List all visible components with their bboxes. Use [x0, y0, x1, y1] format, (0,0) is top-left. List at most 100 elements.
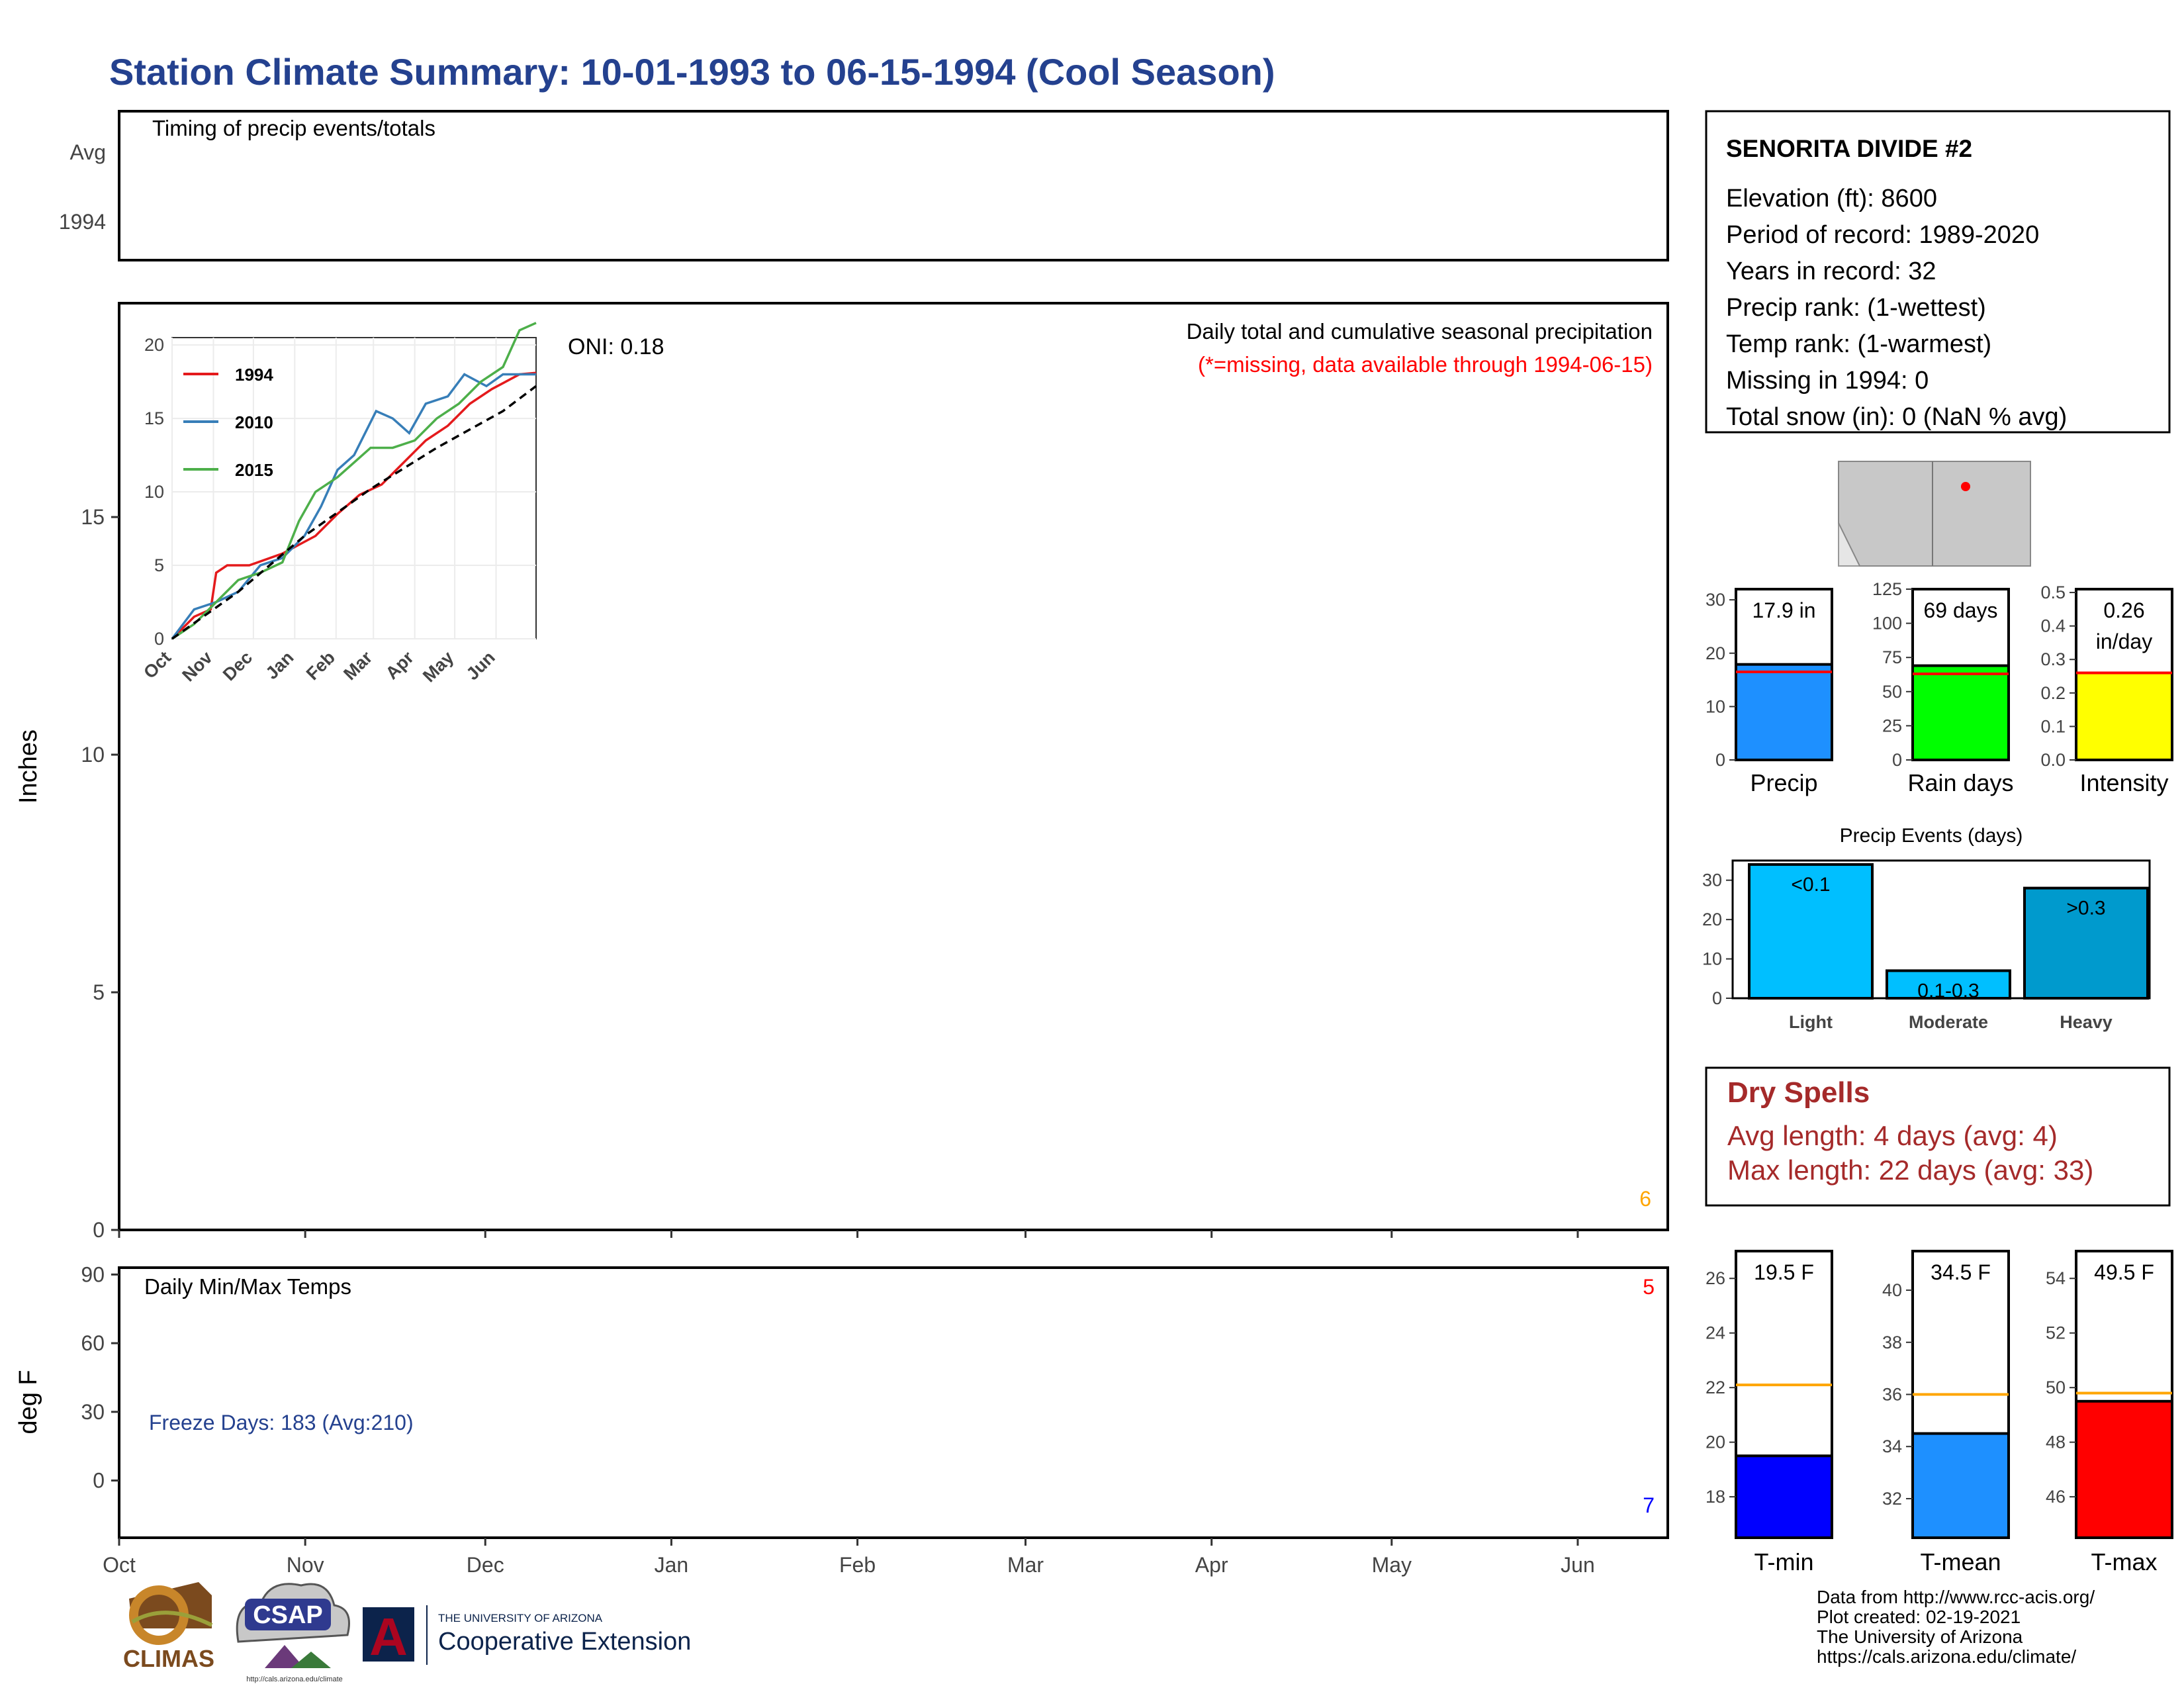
events-bar: [1886, 969, 2011, 1000]
temps-x-tick-label: Feb: [839, 1553, 876, 1577]
summary-value-label: 17.9 in: [1752, 598, 1815, 622]
footer-credits: Data from http://www.rcc-acis.org/Plot c…: [1817, 1587, 2095, 1667]
precip-title: Daily total and cumulative seasonal prec…: [1187, 319, 1653, 344]
events-category-label: Moderate: [1909, 1012, 1988, 1032]
summary-y-tick-label: 0.1: [2040, 716, 2066, 736]
temp-value-label: 19.5 F: [1754, 1260, 1814, 1284]
temp-panel-label: T-mean: [1920, 1548, 2001, 1575]
inset-legend-label: 1994: [235, 365, 273, 385]
events-category-label: Heavy: [2060, 1012, 2113, 1032]
temp-value-bar: [2075, 1399, 2173, 1540]
events-y-tick-label: 30: [1702, 870, 1722, 890]
temp-panel-label: T-max: [2091, 1548, 2157, 1575]
dry-spells-avg: Avg length: 4 days (avg: 4): [1727, 1120, 2058, 1151]
precip-chart: Daily total and cumulative seasonal prec…: [15, 302, 1669, 1242]
temp-y-tick-label: 18: [1706, 1487, 1725, 1507]
precip-events-chart: Precip Events (days) <0.1Light0.1-0.3Mod…: [1702, 825, 2151, 1032]
temps-x-tick-label: Jun: [1561, 1553, 1595, 1577]
temp-panel-label: T-min: [1754, 1548, 1814, 1575]
summary-y-tick-label: 30: [1706, 590, 1725, 610]
station-info-line: Elevation (ft): 8600: [1726, 185, 1937, 212]
temp-y-tick-label: 36: [1882, 1385, 1902, 1405]
summary-y-tick-label: 0.3: [2040, 649, 2066, 669]
temp-y-tick-label: 32: [1882, 1489, 1902, 1509]
inset-y-tick-label: 15: [144, 408, 164, 428]
summary-y-tick-label: 0: [1715, 750, 1725, 770]
summary-y-tick-label: 0.0: [2040, 750, 2066, 770]
csap-logo-url: http://cals.arizona.edu/climate: [246, 1675, 343, 1683]
temp-y-tick-label: 22: [1706, 1378, 1725, 1397]
events-category-label: Light: [1789, 1012, 1833, 1032]
csap-logo-text: CSAP: [253, 1601, 323, 1629]
temp-y-tick-label: 46: [2046, 1487, 2066, 1507]
precip-corner-count: 6: [1639, 1187, 1651, 1211]
inset-y-tick-label: 5: [154, 555, 164, 575]
timing-chart: 25%50%75%FirstLast25%50%75%FirstLast Tim…: [59, 110, 1669, 261]
summary-y-tick-label: 125: [1872, 579, 1902, 599]
temp-y-tick-label: 54: [2046, 1268, 2066, 1288]
footer-line: Plot created: 02-19-2021: [1817, 1607, 2021, 1627]
temps-x-tick-label: Nov: [287, 1553, 324, 1577]
events-y-tick-label: 20: [1702, 910, 1722, 929]
temp-y-tick-label: 48: [2046, 1432, 2066, 1452]
station-info-line: Total snow (in): 0 (NaN % avg): [1726, 403, 2067, 431]
summary-bars: 0 10 20 30 17.9 in Precip 0 25 50 75 100 125 69 days…: [1706, 579, 2173, 796]
summary-value-bar: [2075, 671, 2173, 761]
events-y-tick-label: 10: [1702, 949, 1722, 969]
temps-x-tick-label: Dec: [467, 1553, 504, 1577]
summary-panel-label: Precip: [1750, 769, 1817, 796]
inset-y-tick-label: 0: [154, 629, 164, 649]
summary-y-tick-label: 0: [1892, 750, 1902, 770]
precip-subtitle: (*=missing, data available through 1994-…: [1198, 352, 1653, 377]
summary-panel-label: Rain days: [1907, 769, 2013, 796]
inset-legend-label: 2015: [235, 460, 273, 480]
dry-spells-max: Max length: 22 days (avg: 33): [1727, 1154, 2093, 1186]
events-plot-frame: [1731, 859, 2151, 1000]
ua-logo-letter: A: [369, 1607, 408, 1666]
temps-y-tick-label: 60: [81, 1331, 105, 1355]
precip-y-label: Inches: [15, 729, 42, 804]
precip-y-tick-label: 10: [81, 743, 105, 767]
temp-y-tick-label: 20: [1706, 1432, 1725, 1452]
station-location-marker: [1961, 482, 1970, 491]
temp-y-tick-label: 24: [1706, 1323, 1725, 1343]
oni-label: ONI: 0.18: [568, 334, 664, 359]
temp-y-tick-label: 40: [1882, 1280, 1902, 1300]
inset-avg-line: [171, 385, 537, 640]
ua-logo-big-text: Cooperative Extension: [438, 1628, 691, 1656]
station-info-line: Missing in 1994: 0: [1726, 367, 1929, 395]
timing-title: Timing of precip events/totals: [152, 116, 435, 140]
temp-y-tick-label: 52: [2046, 1323, 2066, 1343]
temps-y-tick-label: 0: [93, 1469, 105, 1493]
inset-series-line: [171, 371, 537, 640]
summary-y-tick-label: 50: [1882, 682, 1902, 702]
temp-y-tick-label: 38: [1882, 1333, 1902, 1352]
events-bar-label: >0.3: [2066, 898, 2105, 919]
temp-value-label: 34.5 F: [1931, 1260, 1991, 1284]
temps-chart: Daily Min/Max Temps Freeze Days: 183 (Av…: [15, 1262, 1669, 1577]
climas-logo: CLIMAS: [123, 1582, 214, 1672]
timing-row-label: Avg: [69, 140, 106, 164]
temp-y-tick-label: 26: [1706, 1268, 1725, 1288]
summary-panel-label: Intensity: [2079, 769, 2168, 796]
temps-title: Daily Min/Max Temps: [144, 1274, 351, 1299]
csap-logo: CSAP http://cals.arizona.edu/climate: [236, 1583, 350, 1683]
temps-x-tick-label: Apr: [1195, 1553, 1228, 1577]
station-info-line: Period of record: 1989-2020: [1726, 221, 2039, 249]
ua-logo-small-text: THE UNIVERSITY OF ARIZONA: [438, 1612, 603, 1624]
summary-value-label: 0.26: [2103, 598, 2144, 622]
page-title: Station Climate Summary: 10-01-1993 to 0…: [109, 51, 1275, 93]
summary-value-label-2: in/day: [2096, 630, 2152, 653]
events-title: Precip Events (days): [1840, 825, 2023, 847]
temp-value-bar: [1911, 1432, 2010, 1539]
summary-y-tick-label: 20: [1706, 643, 1725, 663]
station-name: SENORITA DIVIDE #2: [1726, 135, 1972, 162]
locator-map: [1838, 461, 2031, 567]
summary-y-tick-label: 0.5: [2040, 583, 2066, 602]
temps-max-count: 5: [1643, 1275, 1655, 1299]
inset-y-tick-label: 10: [144, 482, 164, 502]
temps-y-tick-label: 90: [81, 1262, 105, 1286]
summary-value-bar: [1735, 663, 1833, 762]
